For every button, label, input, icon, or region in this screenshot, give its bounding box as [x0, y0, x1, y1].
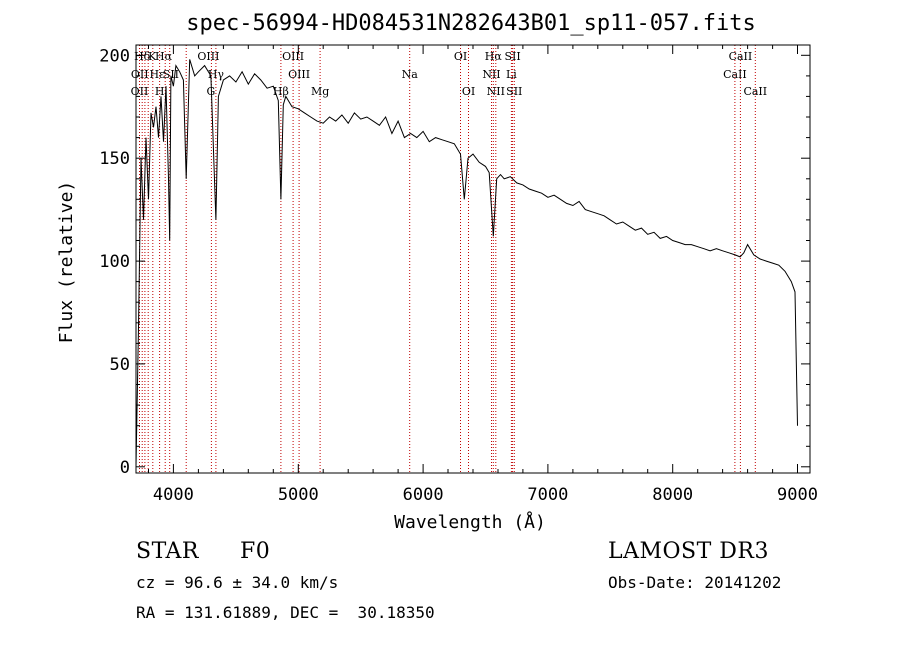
line-label: OIII — [197, 50, 219, 63]
line-label: Hβ — [273, 85, 289, 98]
x-tick-label: 8000 — [652, 485, 693, 505]
line-label: OII — [131, 68, 149, 81]
line-label: SII — [504, 50, 520, 63]
line-label: CaII — [743, 85, 767, 98]
line-label: OII — [131, 85, 149, 98]
line-label: NII — [482, 68, 500, 81]
x-tick-label: 5000 — [278, 485, 319, 505]
x-tick-label: 9000 — [777, 485, 818, 505]
line-label: Mg — [311, 85, 329, 98]
obs-date: Obs-Date: 20141202 — [608, 573, 782, 592]
x-axis-label: Wavelength (Å) — [394, 511, 546, 533]
line-label: Li — [506, 68, 517, 81]
y-tick-label: 150 — [99, 149, 130, 169]
line-label: OI — [462, 85, 475, 98]
y-axis-label: Flux (relative) — [56, 181, 77, 344]
x-tick-label: 6000 — [403, 485, 444, 505]
survey-name: LAMOST DR3 — [608, 539, 769, 564]
line-label: NII — [487, 85, 505, 98]
redshift-cz: cz = 96.6 ± 34.0 km/s — [136, 573, 339, 592]
x-tick-label: 7000 — [527, 485, 568, 505]
y-tick-label: 50 — [110, 355, 130, 375]
plot-frame — [135, 44, 811, 474]
line-label: CaII — [723, 68, 747, 81]
y-tick-label: 200 — [99, 46, 130, 66]
object-class: STAR — [136, 539, 199, 564]
line-label: G — [207, 85, 216, 98]
emission-line-markers — [139, 45, 756, 473]
line-label: Hε — [150, 68, 166, 81]
line-label: Hα — [485, 50, 503, 63]
subclass: F0 — [240, 539, 271, 564]
spectrum-line — [135, 59, 798, 467]
line-label: OI — [454, 50, 467, 63]
line-label: H — [155, 85, 165, 98]
line-label: Hγ — [208, 68, 225, 81]
line-label: CaII — [729, 50, 753, 63]
x-axis-ticks: 4000 5000 6000 7000 8000 9000 — [148, 45, 818, 505]
coordinates: RA = 131.61889, DEC = 30.18350 — [136, 603, 435, 622]
line-label: Na — [402, 68, 419, 81]
x-tick-label: 4000 — [153, 485, 194, 505]
y-tick-label: 100 — [99, 252, 130, 272]
line-label: SII — [506, 85, 522, 98]
line-label: K — [148, 50, 157, 63]
chart-title: spec-56994-HD084531N282643B01_sp11-057.f… — [186, 11, 756, 36]
line-label: Hα — [155, 50, 173, 63]
y-tick-label: 0 — [120, 458, 130, 478]
line-label: Hδ — [134, 50, 151, 63]
y-axis-ticks: 0 50 100 150 200 — [99, 46, 810, 478]
line-label: OIII — [282, 50, 304, 63]
line-label: OIII — [288, 68, 310, 81]
